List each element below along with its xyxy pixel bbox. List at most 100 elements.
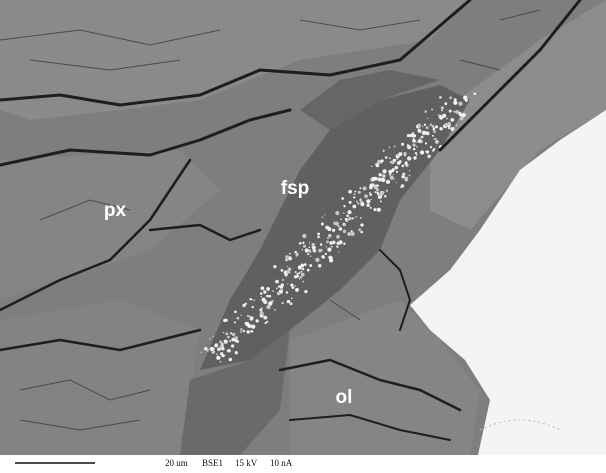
inclusion — [252, 306, 254, 308]
inclusion — [266, 295, 269, 298]
inclusion — [285, 259, 287, 261]
inclusion — [284, 273, 287, 276]
scale-text: 20 um — [165, 458, 188, 468]
inclusion — [261, 296, 262, 297]
inclusion — [222, 346, 223, 347]
inclusion — [413, 156, 416, 159]
inclusion — [251, 324, 255, 328]
info-bar — [0, 455, 606, 473]
inclusion — [268, 307, 270, 309]
inclusion — [363, 186, 367, 190]
inclusion — [220, 352, 223, 355]
inclusion — [449, 96, 452, 99]
inclusion — [332, 241, 336, 245]
inclusion — [289, 253, 291, 255]
inclusion — [442, 114, 446, 118]
inclusion — [352, 205, 356, 209]
inclusion — [224, 355, 225, 356]
inclusion — [235, 351, 238, 354]
inclusion — [424, 110, 426, 112]
inclusion — [281, 302, 283, 304]
inclusion — [381, 178, 385, 182]
inclusion — [322, 216, 324, 218]
inclusion — [234, 310, 237, 313]
inclusion — [309, 242, 310, 243]
inclusion — [417, 124, 421, 128]
inclusion — [366, 199, 370, 203]
inclusion — [221, 343, 223, 345]
inclusion — [327, 237, 329, 239]
inclusion — [404, 177, 408, 181]
inclusion — [392, 170, 394, 172]
inclusion — [430, 123, 432, 125]
page: px fsp ol 20 um BSE1 15 kV 10 nA (() => … — [0, 0, 606, 473]
inclusion — [403, 152, 406, 155]
inclusion — [317, 236, 320, 239]
inclusion — [358, 191, 361, 194]
inclusion — [439, 96, 442, 99]
inclusion — [286, 270, 290, 274]
inclusion — [223, 332, 225, 334]
inclusion — [216, 356, 220, 360]
inclusion — [360, 223, 363, 226]
inclusion — [453, 101, 457, 105]
inclusion — [410, 133, 414, 137]
inclusion — [223, 319, 226, 322]
inclusion — [321, 222, 324, 225]
inclusion — [360, 202, 364, 206]
inclusion — [286, 291, 288, 293]
inclusion — [343, 230, 346, 233]
inclusion — [309, 251, 311, 253]
inclusion — [422, 126, 423, 127]
inclusion — [300, 271, 302, 273]
inclusion — [364, 194, 368, 198]
inclusion — [359, 187, 361, 189]
inclusion — [220, 361, 222, 363]
mineral-label: px — [104, 200, 127, 221]
inclusion — [249, 316, 253, 320]
inclusion — [346, 215, 349, 218]
inclusion — [219, 341, 222, 344]
inclusion — [422, 131, 426, 135]
inclusion — [321, 255, 324, 258]
grain — [0, 300, 200, 455]
inclusion — [227, 349, 231, 353]
inclusion — [225, 333, 228, 336]
inclusion — [446, 118, 448, 120]
inclusion — [280, 285, 283, 288]
inclusion — [412, 132, 414, 134]
inclusion — [427, 118, 428, 119]
inclusion — [292, 286, 295, 289]
inclusion — [331, 257, 333, 259]
inclusion — [307, 253, 309, 255]
inclusion — [400, 186, 402, 188]
inclusion — [435, 141, 438, 144]
inclusion — [243, 330, 245, 332]
inclusion — [369, 192, 371, 194]
inclusion — [382, 150, 384, 152]
inclusion — [302, 268, 304, 270]
inclusion — [254, 300, 255, 301]
micrograph: px fsp ol 20 um BSE1 15 kV 10 nA — [0, 0, 606, 473]
inclusion — [336, 246, 338, 248]
inclusion — [401, 175, 404, 178]
inclusion — [245, 303, 247, 305]
inclusion — [399, 160, 402, 163]
inclusion — [287, 266, 288, 267]
inclusion — [294, 285, 295, 286]
inclusion — [303, 245, 306, 248]
inclusion — [256, 319, 259, 322]
inclusion — [441, 106, 444, 109]
inclusion — [377, 208, 381, 212]
inclusion — [301, 264, 305, 268]
inclusion — [386, 190, 388, 192]
inclusion — [268, 295, 271, 298]
inclusion — [379, 192, 383, 196]
inclusion — [448, 122, 451, 125]
inclusion — [266, 287, 270, 291]
inclusion — [455, 110, 459, 114]
inclusion — [305, 248, 309, 252]
inclusion — [426, 132, 430, 136]
inclusion — [209, 338, 210, 339]
inclusion — [426, 151, 428, 153]
